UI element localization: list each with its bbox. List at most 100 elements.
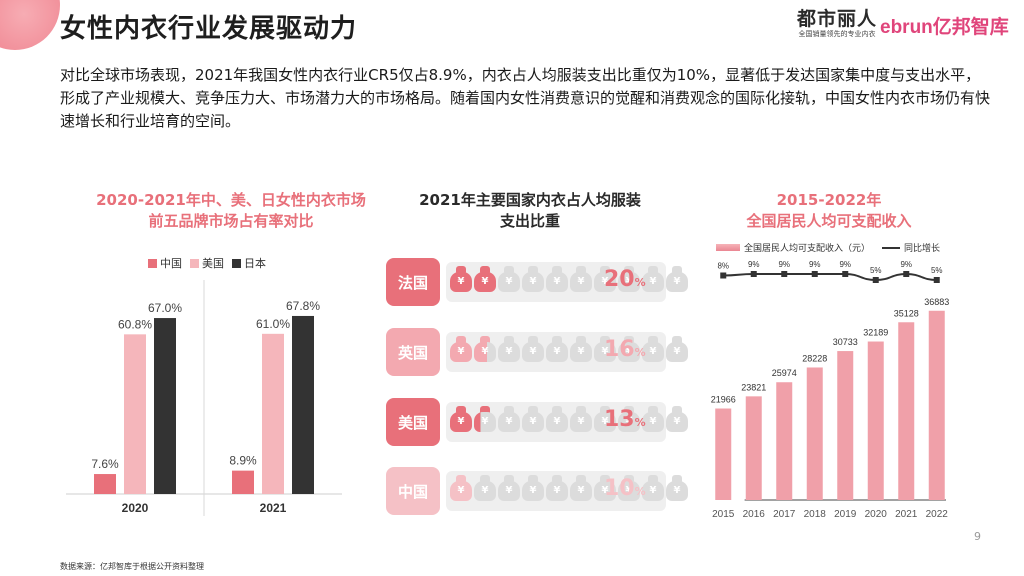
legend-item-growth: 同比增长 [882, 241, 940, 254]
country-label: 英国 [386, 328, 440, 376]
chart3-legend: 全国居民人均可支配收入（元） 同比增长 [716, 241, 940, 254]
percentage-unit: % [634, 485, 646, 498]
bag-knot [648, 266, 658, 273]
bar [94, 474, 116, 494]
yen-symbol: ¥ [594, 481, 616, 501]
bag-knot [600, 406, 610, 413]
yen-symbol: ¥ [618, 342, 640, 362]
yen-symbol: ¥ [594, 412, 616, 432]
money-bag-row: ¥ ¥ ¥ ¥ ¥ ¥ ¥ ¥ ¥ ¥ [446, 332, 688, 372]
money-bag-icon: ¥ [522, 406, 544, 436]
bar [154, 318, 176, 494]
x-tick-label: 2020 [865, 509, 888, 520]
yen-symbol: ¥ [546, 481, 568, 501]
money-bag-icon: ¥ [666, 475, 688, 505]
bag-knot [504, 406, 514, 413]
bag-knot [456, 266, 466, 273]
growth-point [781, 271, 788, 277]
chart2-title: 2021年主要国家内衣占人均服装 支出比重 [400, 190, 660, 232]
legend-label: 中国 [160, 257, 182, 270]
money-bag-icon: ¥ [546, 475, 568, 505]
legend-swatch [716, 244, 740, 251]
growth-point [872, 277, 879, 283]
bar [262, 333, 284, 494]
growth-point [811, 271, 818, 277]
bag-knot [552, 266, 562, 273]
yen-symbol: ¥ [642, 481, 664, 501]
percentage-unit: % [634, 276, 646, 289]
growth-label: 5% [870, 266, 882, 275]
income-value-label: 32189 [863, 328, 888, 338]
income-value-label: 28228 [802, 353, 827, 363]
bag-knot [528, 406, 538, 413]
money-bag-icon: ¥ [594, 266, 616, 296]
bag-knot [480, 475, 490, 482]
percentage-unit: % [634, 346, 646, 359]
percentage-value: 10 [604, 476, 635, 501]
yen-symbol: ¥ [546, 342, 568, 362]
x-tick-label: 2018 [804, 509, 827, 520]
money-bag-icon: ¥ [594, 406, 616, 436]
income-bar [776, 382, 793, 500]
percentage-label: 20% [604, 267, 646, 292]
bag-knot [456, 336, 466, 343]
bag-knot [624, 266, 634, 273]
yen-symbol: ¥ [546, 272, 568, 292]
bar [232, 470, 254, 494]
growth-label: 9% [900, 260, 912, 269]
x-tick-label: 2021 [260, 501, 287, 515]
x-tick-label: 2016 [743, 509, 766, 520]
money-bag-icon: ¥ [474, 475, 496, 505]
growth-line [723, 272, 937, 282]
bag-knot [672, 475, 682, 482]
page-number: 9 [974, 530, 981, 543]
bag-knot [648, 336, 658, 343]
money-bag-icon: ¥ [618, 336, 640, 366]
yen-symbol: ¥ [642, 342, 664, 362]
bag-knot [672, 266, 682, 273]
yen-symbol: ¥ [474, 342, 496, 362]
dushi-logo: 都市丽人 全国销量领先的专业内衣 [796, 8, 878, 39]
money-bag-icon: ¥ [666, 336, 688, 366]
dushi-logo-name: 都市丽人 [796, 8, 877, 30]
yen-symbol: ¥ [642, 272, 664, 292]
bag-knot [672, 336, 682, 343]
yen-symbol: ¥ [498, 272, 520, 292]
bag-knot [456, 406, 466, 413]
bag-knot [456, 475, 466, 482]
money-bag-icon: ¥ [642, 475, 664, 505]
x-tick-label: 2015 [712, 509, 735, 520]
money-bag-icon: ¥ [474, 266, 496, 296]
data-label: 8.9% [229, 454, 257, 468]
money-bag-icon: ¥ [618, 475, 640, 505]
money-bag-icon: ¥ [594, 336, 616, 366]
bag-knot [552, 475, 562, 482]
bag-knot [600, 336, 610, 343]
growth-label: 9% [748, 260, 760, 269]
bag-knot [576, 336, 586, 343]
bag-knot [480, 406, 490, 413]
yen-symbol: ¥ [570, 342, 592, 362]
growth-label: 9% [778, 260, 790, 269]
data-label: 61.0% [256, 317, 290, 331]
income-bar [837, 351, 854, 500]
country-label: 中国 [386, 467, 440, 515]
growth-label: 9% [839, 260, 851, 269]
percentage-value: 20 [604, 267, 635, 292]
income-bar [806, 367, 823, 500]
x-tick-label: 2020 [122, 501, 149, 515]
x-tick-label: 2017 [773, 509, 796, 520]
yen-symbol: ¥ [450, 342, 472, 362]
income-value-label: 25974 [772, 368, 797, 378]
bag-knot [624, 336, 634, 343]
chart1-legend: 中国 美国 日本 [148, 255, 266, 271]
yen-symbol: ¥ [498, 342, 520, 362]
bag-knot [504, 336, 514, 343]
legend-item-japan: 日本 [232, 255, 266, 271]
legend-label: 同比增长 [904, 244, 941, 254]
money-bag-icon: ¥ [666, 266, 688, 296]
bar [124, 334, 146, 494]
yen-symbol: ¥ [666, 342, 688, 362]
income-bar [898, 322, 915, 500]
percentage-value: 13 [604, 407, 635, 432]
